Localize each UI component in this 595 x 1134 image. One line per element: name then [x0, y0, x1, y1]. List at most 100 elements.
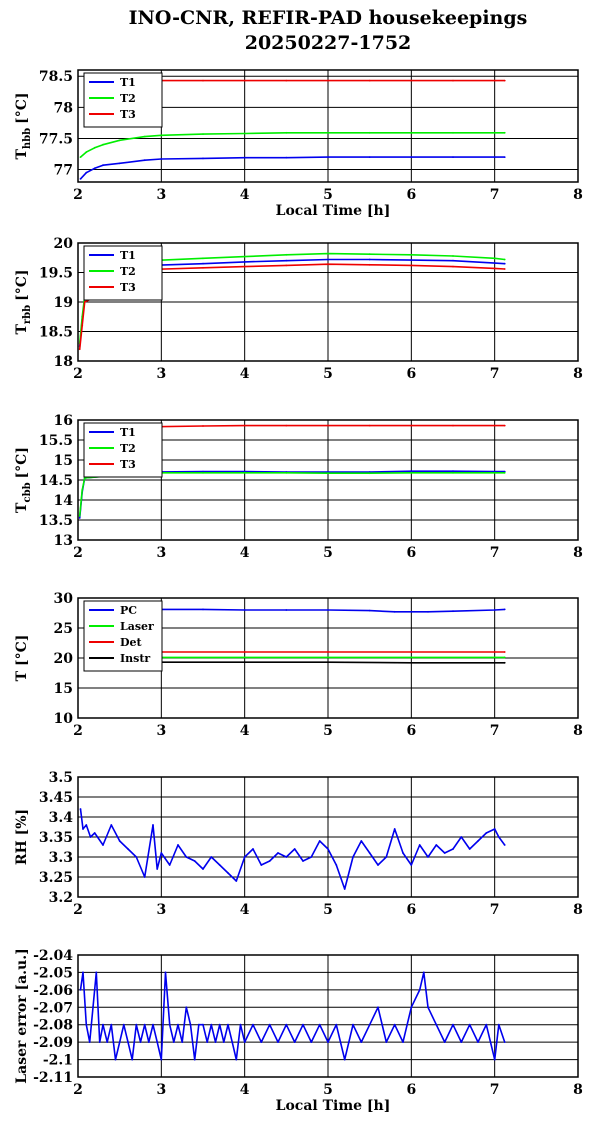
data-point — [160, 852, 163, 854]
data-point — [193, 1058, 196, 1061]
data-point — [202, 868, 204, 870]
data-point — [102, 164, 104, 167]
x-tick-label: 3 — [156, 902, 166, 918]
data-point — [497, 836, 500, 838]
data-point — [427, 1006, 429, 1009]
data-point — [243, 156, 246, 159]
data-point — [202, 266, 204, 269]
data-point — [285, 79, 288, 82]
data-point — [206, 1041, 209, 1043]
data-point — [93, 167, 96, 170]
data-point — [485, 832, 488, 834]
y-axis-label: Laser error [a.u.] — [14, 948, 30, 1083]
data-point — [503, 262, 506, 265]
data-point — [368, 253, 371, 256]
x-tick-label: 4 — [240, 723, 250, 739]
data-point — [410, 1006, 413, 1009]
data-point — [202, 425, 204, 427]
data-point — [327, 651, 329, 653]
data-point — [503, 1041, 506, 1043]
series-line-t1 — [78, 470, 505, 519]
data-point — [335, 864, 338, 866]
x-tick-label: 7 — [490, 723, 500, 739]
y-axis-label-unit: [°C] — [14, 447, 30, 478]
data-point — [503, 844, 506, 846]
data-point — [164, 971, 167, 974]
x-tick-label: 2 — [73, 723, 83, 739]
plot-frame — [77, 954, 579, 1078]
data-point — [95, 971, 98, 974]
data-point — [243, 609, 246, 611]
y-tick-label: 14 — [54, 493, 74, 509]
data-point — [503, 656, 506, 659]
data-point — [393, 828, 396, 830]
data-point — [260, 864, 263, 866]
data-point — [235, 1058, 238, 1061]
data-point — [114, 1058, 117, 1061]
legend-label: T2 — [120, 442, 136, 455]
x-tick-label: 4 — [240, 187, 250, 203]
data-point — [168, 864, 171, 866]
data-point — [327, 263, 329, 266]
data-point — [302, 1023, 304, 1026]
data-point — [118, 139, 121, 142]
y-tick-label: -2.05 — [33, 965, 73, 981]
data-point — [477, 840, 479, 842]
chart-panel-2: 18 18.5 19 19.5 20 2 3 4 5 6 7 8 Trbb [°C] T1 T2 T3 — [14, 236, 583, 382]
data-point — [285, 471, 288, 474]
data-point — [152, 824, 154, 826]
y-tick-label: 77 — [54, 163, 73, 179]
y-tick-label: -2.07 — [33, 1000, 73, 1016]
legend-label: T1 — [120, 76, 136, 89]
series-line-t2 — [79, 132, 505, 158]
x-tick-label: 7 — [490, 1082, 500, 1098]
data-point — [327, 609, 329, 611]
data-point — [427, 856, 429, 858]
data-point — [93, 832, 96, 834]
data-point — [377, 1006, 379, 1009]
y-tick-label: -2.06 — [33, 983, 73, 999]
y-tick-label: 15 — [54, 453, 73, 469]
data-point — [368, 258, 371, 261]
data-point — [168, 1023, 171, 1026]
legend-label: T3 — [120, 281, 136, 294]
data-point — [493, 131, 496, 134]
data-point — [422, 971, 425, 974]
data-point — [410, 661, 413, 664]
data-point — [79, 156, 82, 159]
data-point — [160, 158, 163, 160]
data-point — [368, 852, 371, 854]
x-tick-label: 5 — [323, 723, 333, 739]
data-point — [327, 472, 329, 475]
data-point — [368, 424, 371, 427]
data-point — [243, 79, 246, 82]
data-point — [285, 156, 288, 159]
data-point — [268, 860, 271, 862]
data-point — [493, 79, 496, 82]
x-tick-label: 8 — [573, 902, 583, 918]
data-point — [252, 848, 254, 850]
data-point — [352, 856, 354, 858]
y-axis-label-main: Laser error [a.u.] — [14, 948, 30, 1083]
data-point — [82, 971, 84, 974]
data-point — [327, 258, 329, 261]
data-point — [156, 868, 159, 870]
data-point — [143, 1023, 146, 1026]
data-point — [493, 471, 496, 474]
x-tick-label: 3 — [156, 545, 166, 561]
x-tick-label: 5 — [323, 187, 333, 203]
y-tick-label: 3.35 — [39, 830, 73, 846]
y-axis-label-main: T — [14, 502, 30, 513]
data-point — [493, 656, 496, 659]
x-tick-label: 2 — [73, 545, 83, 561]
data-point — [493, 661, 496, 664]
data-point — [302, 860, 304, 862]
data-point — [88, 1041, 91, 1043]
data-point — [460, 836, 463, 838]
legend-box — [83, 72, 163, 128]
x-tick-label: 4 — [240, 902, 250, 918]
x-tick-label: 8 — [573, 1082, 583, 1098]
data-point — [468, 1023, 471, 1026]
data-point — [277, 1041, 279, 1043]
